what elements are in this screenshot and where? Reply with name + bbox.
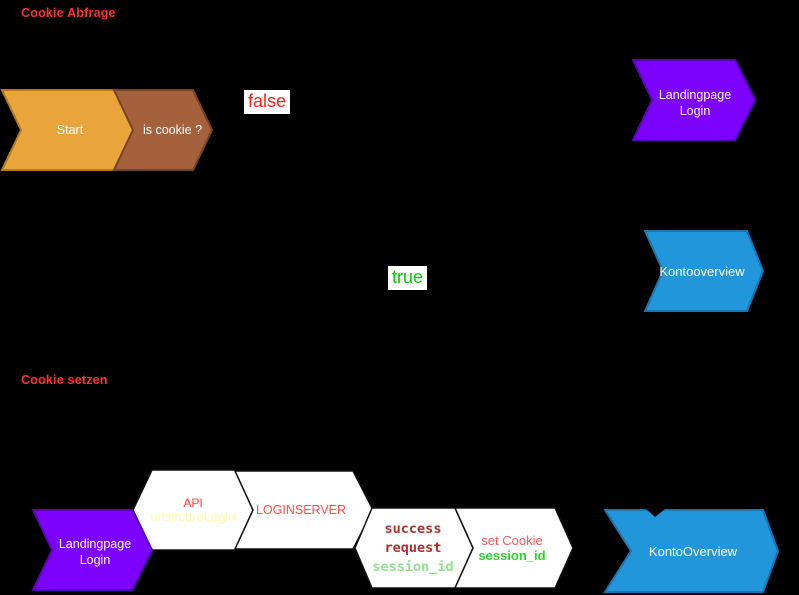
loginserver-node-shape[interactable] — [233, 470, 374, 550]
landingpage-login-bottom-node-label: Landingpage Login — [43, 536, 147, 568]
set-cookie-line1: set Cookie — [481, 533, 543, 548]
is-cookie-node-shape[interactable] — [112, 89, 214, 171]
kontooverview-top-node-label: Kontooverview — [659, 264, 745, 279]
landingpage-login-top-node-shape[interactable] — [631, 59, 757, 141]
success-line3: session_id — [372, 559, 454, 575]
connector-arrowhead-icon — [646, 509, 665, 517]
branch-label-false: false — [244, 90, 291, 114]
api-node-label: API unsecureLogin — [143, 496, 243, 524]
start-node-label: Start — [56, 123, 84, 137]
set-cookie-node-label: set Cookie session_id — [462, 533, 562, 563]
loginserver-node-label: LOGINSERVER — [255, 503, 347, 517]
section-label-cookie-abfrage: Cookie Abfrage — [21, 6, 116, 20]
landingpage-login-top-node-label: Landingpage Login — [645, 87, 745, 119]
success-line1: success — [384, 521, 442, 537]
landingpage-login-bottom-line1: Landingpage — [58, 537, 132, 551]
section-label-cookie-setzen: Cookie setzen — [21, 373, 108, 387]
kontooverview-top-node-shape[interactable] — [643, 230, 765, 312]
success-line2: request — [384, 540, 442, 556]
landingpage-login-top-line1: Landingpage — [658, 88, 732, 102]
set-cookie-line2: session_id — [478, 548, 546, 563]
landingpage-login-bottom-line2: Login — [79, 553, 111, 567]
is-cookie-node-label: is cookie ? — [142, 123, 203, 137]
kontooverview-bottom-node-label: KontoOverview — [648, 544, 738, 559]
success-request-node-label: success request session_id — [361, 520, 465, 577]
set-cookie-node-shape[interactable] — [453, 507, 574, 589]
landingpage-login-bottom-node-shape[interactable] — [31, 509, 154, 591]
api-line2: unsecureLogin — [150, 509, 236, 524]
api-line1: API — [183, 496, 203, 510]
landingpage-login-top-line2: Login — [679, 104, 711, 118]
kontooverview-bottom-node-shape[interactable] — [603, 509, 780, 593]
branch-label-true: true — [388, 266, 428, 290]
